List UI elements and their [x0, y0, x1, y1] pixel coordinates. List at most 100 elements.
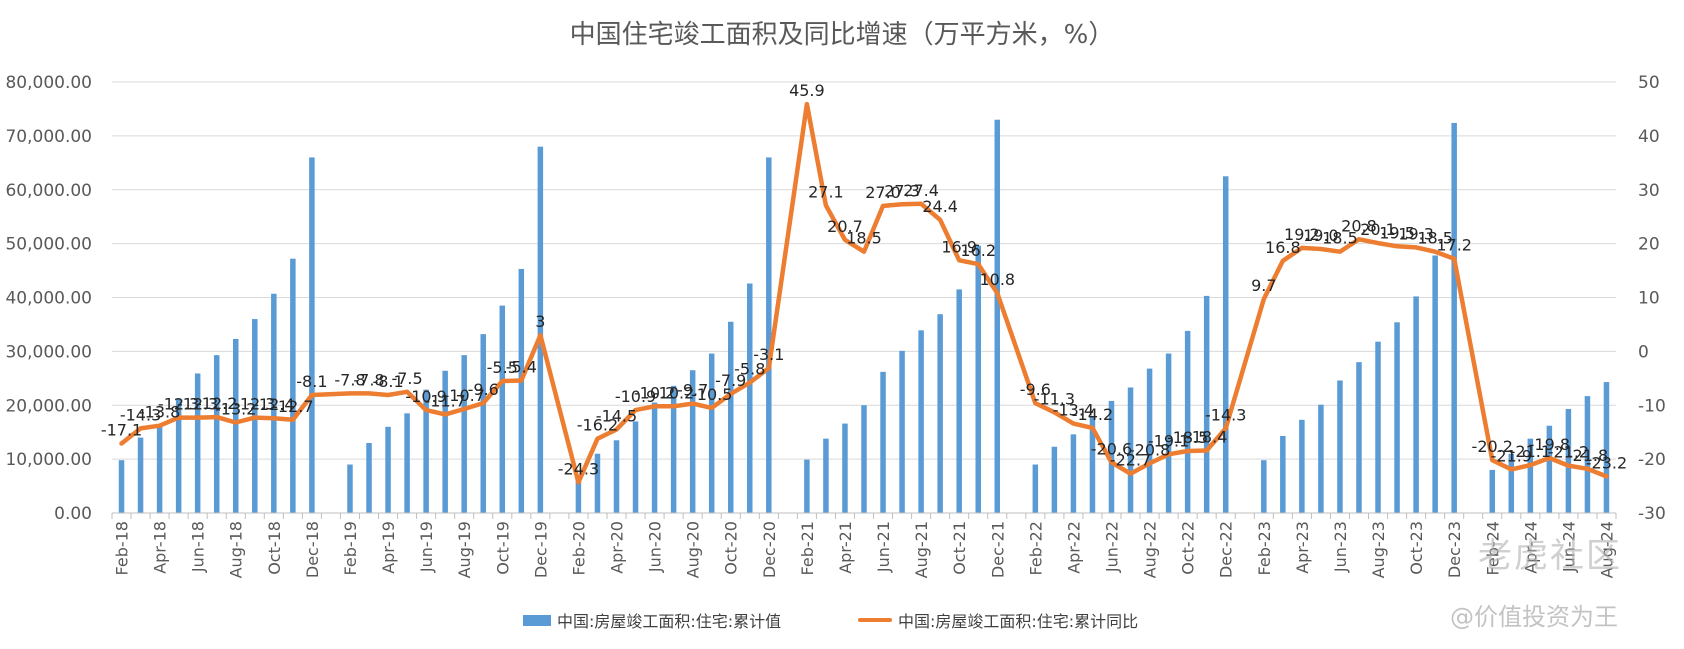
bar [1508, 453, 1515, 513]
chart-title: 中国住宅竣工面积及同比增速（万平方米，%） [569, 20, 1115, 50]
legend-item-bar[interactable]: 中国:房屋竣工面积:住宅:累计值 [523, 608, 781, 632]
left-axis-tick-label: 40,000.00 [5, 289, 92, 309]
x-axis-tick-label: Dec-19 [531, 521, 550, 578]
data-label: 18.5 [1322, 229, 1358, 248]
bar [1070, 434, 1077, 513]
x-axis-tick-label: Aug-20 [684, 521, 703, 578]
bar [1356, 362, 1362, 513]
x-axis-tick-label: Apr-18 [151, 521, 170, 574]
bar [861, 405, 867, 513]
bar [670, 385, 677, 513]
right-axis-tick-label: -30 [1638, 504, 1666, 524]
data-label: -20.2 [1472, 437, 1513, 456]
bar [1146, 368, 1153, 513]
bar [499, 305, 506, 513]
data-label: 10.8 [979, 270, 1015, 289]
left-axis-tick-label: 10,000.00 [5, 450, 92, 470]
data-label: -12.3 [158, 395, 199, 414]
x-axis-tick-label: Jun-24 [1559, 521, 1578, 573]
x-axis-tick-label: Feb-23 [1255, 521, 1274, 575]
left-axis-tick-label: 20,000.00 [5, 396, 92, 416]
data-label: -8.1 [372, 372, 403, 391]
data-label: -9.6 [1020, 380, 1051, 399]
data-label: 45.9 [789, 81, 825, 100]
left-axis-tick-label: 30,000.00 [5, 342, 92, 362]
bar [1203, 295, 1210, 513]
bar [366, 442, 372, 513]
data-label: -13.8 [139, 403, 180, 422]
data-label: -21.2 [1548, 443, 1589, 462]
x-axis-tick-label: Aug-21 [912, 521, 931, 578]
bar [880, 371, 886, 513]
x-axis-tick-label: Feb-24 [1483, 521, 1502, 575]
bar [309, 157, 315, 514]
data-label: -21.8 [1567, 446, 1608, 465]
x-axis-tick-label: Dec-20 [760, 521, 779, 578]
data-label: -18.4 [1186, 428, 1227, 447]
axis-layer: 0.00 10,000.00 20,000.00 30,000.00 40,000.00… [5, 73, 1665, 578]
bar [975, 245, 981, 513]
bar [385, 426, 391, 513]
data-label: -23.2 [1586, 453, 1627, 472]
data-label: -10.9 [405, 387, 446, 406]
legend-bar-label: 中国:房屋竣工面积:住宅:累计值 [557, 612, 782, 631]
data-label: 19.0 [1303, 226, 1339, 245]
legend-line-label: 中国:房屋竣工面积:住宅:累计同比 [898, 612, 1139, 631]
watermark-brand: 老虎社区 [1478, 536, 1622, 576]
x-axis-tick-label: Feb-22 [1026, 521, 1045, 575]
x-axis-tick-label: Jun-21 [874, 521, 893, 573]
data-label: 19.2 [1284, 225, 1320, 244]
bar [1108, 400, 1115, 513]
data-label: 20.7 [827, 217, 863, 236]
x-axis-tick-label: Apr-24 [1521, 521, 1540, 574]
bar [823, 438, 829, 513]
data-label: -10.2 [653, 383, 694, 402]
bar [404, 413, 410, 513]
data-label: -24.3 [558, 459, 599, 478]
bar [1318, 404, 1324, 513]
data-label: -21.1 [1510, 442, 1551, 461]
right-axis-tick-label: -20 [1638, 450, 1666, 470]
x-axis-tick-label: Jun-19 [417, 521, 436, 573]
x-axis-tick-label: Oct-23 [1407, 521, 1426, 575]
bar [689, 370, 696, 513]
x-axis-tick-label: Jun-23 [1331, 521, 1350, 573]
legend-line-swatch [858, 618, 892, 622]
x-axis-tick-label: Apr-22 [1064, 521, 1083, 574]
data-label: -20.6 [1091, 439, 1132, 458]
left-axis-tick-label: 70,000.00 [5, 127, 92, 147]
bar [1603, 382, 1610, 513]
data-label: -9.7 [677, 381, 708, 400]
data-label: -11.3 [1034, 389, 1075, 408]
bar [1584, 396, 1591, 513]
left-axis-tick-label: 50,000.00 [5, 235, 92, 255]
bar [1432, 255, 1438, 514]
right-axis-tick-label: 20 [1638, 235, 1660, 255]
data-label: -14.3 [120, 405, 161, 424]
bar [747, 283, 753, 513]
data-label: -7.9 [715, 371, 746, 390]
x-axis-tick-label: Aug-22 [1141, 521, 1160, 578]
data-label: -10.2 [634, 383, 675, 402]
x-axis-tick-label: Jun-22 [1102, 521, 1121, 573]
x-axis-tick-label: Aug-23 [1369, 521, 1388, 578]
x-axis-tick-label: Feb-19 [341, 521, 360, 575]
legend-item-line[interactable]: 中国:房屋竣工面积:住宅:累计同比 [858, 608, 1138, 632]
data-label: -19.8 [1529, 435, 1570, 454]
bar [1127, 387, 1134, 513]
x-axis-tick-label: Aug-24 [1597, 521, 1616, 578]
x-axis-tick-label: Dec-22 [1217, 521, 1236, 578]
x-axis-tick-label: Jun-18 [189, 521, 208, 573]
bar [842, 423, 848, 513]
data-label: -14.3 [1205, 405, 1246, 424]
right-axis-tick-label: 10 [1638, 289, 1660, 309]
bar [937, 314, 943, 513]
right-axis-tick-label: 30 [1638, 181, 1660, 201]
data-label: 19.3 [1398, 224, 1434, 243]
bar [1546, 425, 1553, 513]
data-label: -12.3 [177, 395, 218, 414]
bar [137, 437, 144, 513]
bar [290, 258, 296, 513]
data-label: -19.1 [1148, 431, 1189, 450]
data-label-layer: -17.1-14.3-13.8-12.3-12.3-12.2-13.2-12.3… [101, 81, 1627, 478]
